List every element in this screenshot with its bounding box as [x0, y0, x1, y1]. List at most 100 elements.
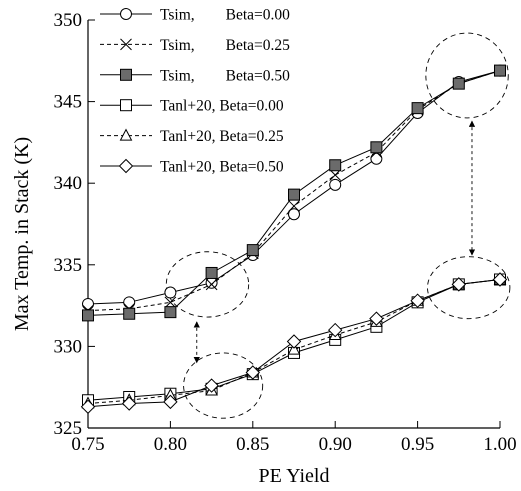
point-marker [121, 396, 137, 411]
point-marker [410, 293, 425, 308]
point-marker [288, 188, 300, 201]
point-marker [205, 278, 218, 291]
diamond-marker [204, 378, 219, 393]
x-marker-stroke [288, 200, 300, 212]
point-marker [369, 311, 384, 326]
x-tick-label: 0.85 [236, 434, 269, 455]
point-marker [287, 342, 301, 355]
point-marker [164, 286, 177, 299]
point-marker [120, 38, 132, 51]
legend-label: Tanl+20, Beta=0.25 [160, 128, 284, 145]
point-marker [204, 378, 219, 393]
diamond-marker [121, 396, 137, 411]
square-marker [82, 309, 94, 322]
circle-marker [164, 286, 177, 299]
point-marker [286, 334, 302, 349]
diamond-marker [118, 158, 134, 174]
series-1 [82, 64, 506, 310]
point-marker [451, 277, 467, 292]
legend-label: Tsim, Beta=0.50 [160, 67, 290, 84]
legend-entry-2: Tsim, Beta=0.25 [100, 37, 290, 54]
point-marker [120, 8, 132, 20]
legend-entry-5: Tanl+20, Beta=0.25 [100, 128, 284, 145]
point-marker [329, 178, 342, 191]
diamond-marker [410, 293, 425, 308]
square-marker [123, 307, 136, 320]
legend-entry-1: Tsim, Beta=0.00 [100, 7, 290, 24]
triangle-marker [287, 342, 301, 355]
highlight-ellipse [183, 352, 264, 419]
highlight-ellipse [427, 256, 511, 320]
legend-entry-3: Tsim, Beta=0.50 [100, 67, 290, 84]
square-marker [288, 188, 300, 201]
point-marker [119, 128, 133, 141]
point-marker [494, 64, 506, 77]
point-marker [452, 77, 465, 90]
y-tick-label: 325 [54, 418, 83, 439]
square-marker [120, 99, 132, 112]
circle-marker [329, 178, 342, 191]
legend: Tsim, Beta=0.00 Tsim, Beta=0.25 Tsim, Beta… [100, 7, 290, 176]
point-marker [329, 169, 342, 181]
point-marker [82, 309, 94, 322]
point-marker [205, 266, 218, 279]
point-marker [123, 307, 136, 320]
x-axis-title: PE Yield [259, 465, 330, 487]
point-marker [327, 322, 343, 338]
legend-entry-4: Tanl+20, Beta=0.00 [100, 98, 284, 115]
diamond-marker [163, 394, 178, 410]
diamond-marker [492, 272, 508, 287]
axes: 0.75 0.80 0.85 0.90 0.95 1.00 325 330 335 340 345 3… [54, 10, 517, 455]
circle-marker [82, 297, 94, 310]
square-marker [164, 306, 177, 319]
x-tick-label: 1.00 [483, 434, 516, 455]
point-marker [123, 296, 136, 309]
highlight-ellipse [165, 251, 250, 318]
series-line [87, 70, 501, 311]
x-tick-label: 0.95 [401, 434, 434, 455]
legend-entry-6: Tanl+20, Beta=0.50 [100, 159, 284, 176]
point-marker [492, 272, 508, 287]
square-marker [329, 159, 342, 172]
point-marker [246, 244, 259, 257]
square-marker [205, 266, 218, 279]
y-axis-title: Max Temp. in Stack (K) [11, 137, 33, 331]
x-tick-label: 0.80 [154, 434, 187, 455]
point-marker [164, 306, 177, 319]
square-marker [120, 68, 132, 81]
y-tick-label: 335 [54, 255, 83, 276]
circle-marker [123, 296, 136, 309]
diamond-marker [327, 322, 343, 338]
point-marker [245, 365, 261, 380]
y-tick-label: 330 [54, 336, 83, 357]
point-marker [164, 296, 177, 309]
point-marker [163, 394, 178, 410]
diamond-marker [451, 277, 467, 292]
legend-label: Tsim, Beta=0.00 [160, 7, 290, 24]
point-marker [329, 159, 342, 172]
diamond-marker [80, 399, 96, 414]
y-tick-label: 340 [54, 173, 83, 194]
legend-label: Tanl+20, Beta=0.00 [160, 98, 284, 115]
point-marker [288, 208, 300, 221]
circle-marker [288, 208, 300, 221]
diamond-marker [286, 334, 302, 349]
square-marker [370, 141, 383, 154]
x-marker-stroke [329, 169, 342, 181]
highlight-ellipse [425, 32, 509, 119]
square-marker [452, 77, 465, 90]
circle-marker [120, 8, 132, 20]
diamond-marker [245, 365, 261, 380]
triangle-marker [119, 128, 133, 141]
square-marker [411, 102, 424, 115]
point-marker [80, 399, 96, 414]
legend-label: Tanl+20, Beta=0.50 [160, 159, 284, 176]
x-tick-label: 0.90 [319, 434, 352, 455]
x-marker-stroke [120, 38, 132, 51]
legend-label: Tsim, Beta=0.25 [160, 37, 290, 54]
annotation-layer [165, 32, 511, 419]
square-marker [494, 64, 506, 77]
x-tick-label: 0.75 [71, 434, 104, 455]
x-marker-stroke [164, 296, 177, 309]
